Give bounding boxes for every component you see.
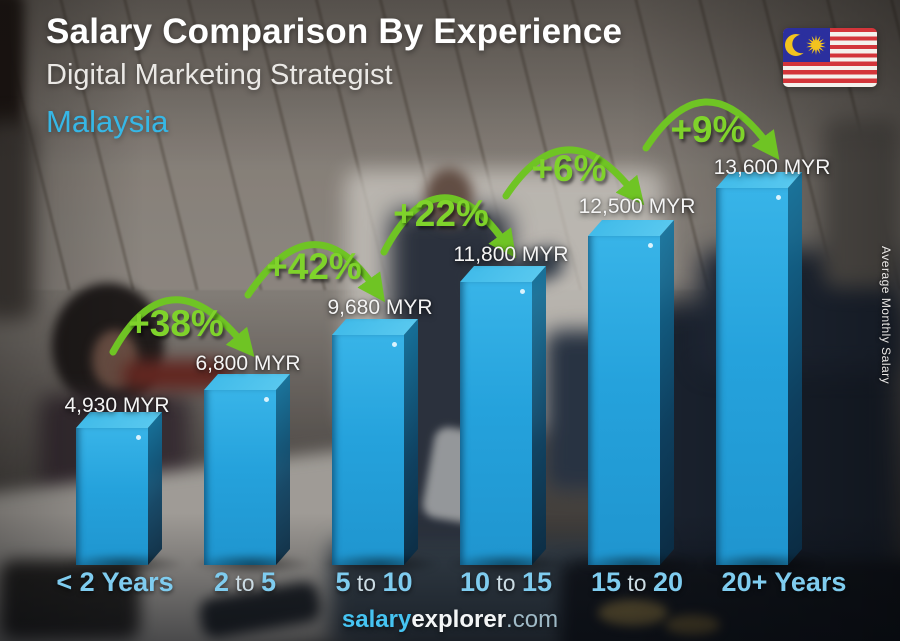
category-text: < 2 Years [56,567,174,597]
x-axis-label-15-to-20: 15 to 20 [552,567,722,598]
category-text: 20+ Years [721,567,847,597]
category-to: to [490,570,522,596]
category-text: 5 [335,567,351,597]
salary-value-label: 11,800 MYR [453,243,569,266]
salaryexplorer-brand-link[interactable]: salaryexplorer.com [0,606,900,634]
percent-change-label: +9% [670,109,746,150]
salary-value-label: 13,600 MYR [713,156,831,179]
category-text: 10 [459,567,491,597]
brand-salary: salary [341,606,412,633]
malaysia-flag-icon [783,28,877,87]
category-text: 15 [590,567,622,597]
category-to: to [621,570,653,596]
salary-value-label: 6,800 MYR [195,352,301,375]
category-text: 10 [382,567,413,597]
x-axis-label-20-plus-years: 20+ Years [699,567,869,598]
percent-change-label: +38% [128,303,224,344]
salary-value-label: 4,930 MYR [64,394,170,417]
category-to: to [229,570,261,596]
page-title: Salary Comparison By Experience [46,12,623,51]
salary-value-label: 12,500 MYR [578,195,696,218]
brand-explorer: explorer [411,606,507,633]
salary-value-label: 9,680 MYR [327,296,433,319]
percent-change-label: +22% [393,193,489,234]
category-text: 5 [260,567,277,597]
header: Salary Comparison By Experience Digital … [46,12,622,140]
category-text: 2 [213,567,230,597]
category-text: 20 [652,567,684,597]
category-to: to [350,570,383,596]
job-title: Digital Marketing Strategist [46,59,393,91]
country-label: Malaysia [46,104,169,139]
category-text: 15 [521,567,553,597]
y-axis-label: Average Monthly Salary [879,246,893,385]
percent-change-label: +42% [266,246,362,287]
percent-change-label: +6% [531,148,607,189]
brand-com: .com [506,606,559,633]
flag-crescent-star-icon [785,34,826,56]
flag-canton [783,28,830,62]
